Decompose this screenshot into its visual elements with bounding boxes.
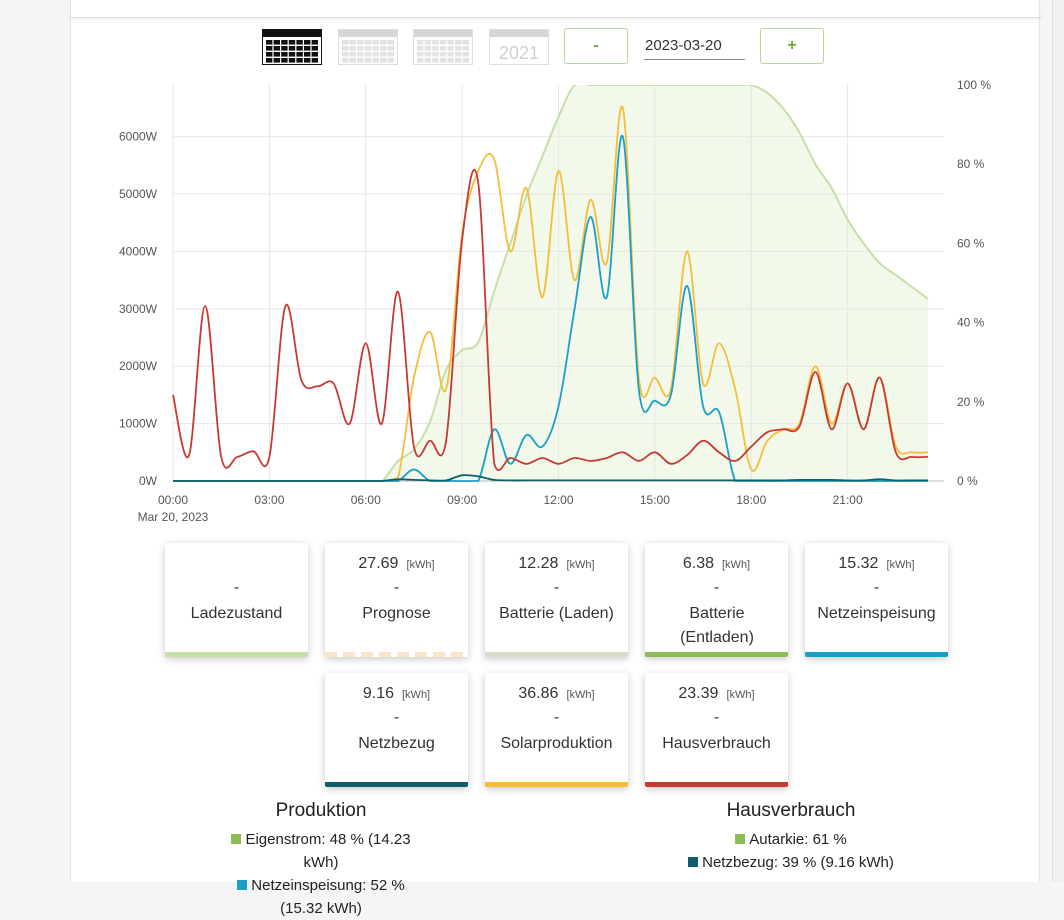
y2-tick-label: 100 % xyxy=(957,78,991,92)
next-day-button[interactable]: + xyxy=(760,28,824,64)
x-tick-label: 21:00 xyxy=(833,493,863,507)
tile-dash: - xyxy=(393,709,400,726)
tile-value: 23.39 [kWh] xyxy=(678,685,755,702)
production-row-feed: Netzeinspeisung: 52 % (15.32 kWh) xyxy=(221,874,421,920)
tile-value: 9.16 [kWh] xyxy=(362,685,431,702)
tile-netzbezug[interactable]: 9.16 [kWh] - Netzbezug xyxy=(325,673,468,787)
tile-dash: - xyxy=(553,579,560,596)
x-tick-label: 15:00 xyxy=(640,493,670,507)
series-line-house xyxy=(172,168,928,472)
x-tick-label: 00:00 xyxy=(158,493,188,507)
date-input[interactable] xyxy=(644,32,745,60)
y-axis-right: 0 % 20 % 40 % 60 % 80 % 100 % xyxy=(957,78,991,488)
series-line-soc xyxy=(173,85,929,481)
legend-square xyxy=(735,834,746,844)
x-tick-label: 03:00 xyxy=(254,493,284,507)
tile-color-bar xyxy=(485,782,628,787)
toolbar: 2021 - + xyxy=(71,28,1041,65)
tile-netzeinspeisung[interactable]: 15.32 [kWh] - Netzeinspeisung xyxy=(805,543,948,657)
soc-area-fill xyxy=(173,85,928,481)
tile-dash: - xyxy=(713,579,720,596)
y-axis-left: 0W 1000W 2000W 3000W 4000W 5000W 6000W xyxy=(119,130,158,488)
tile-label: Batterie (Laden) xyxy=(499,605,614,622)
series-line-grid_draw xyxy=(172,474,928,482)
consumption-row-autarky: Autarkie: 61 % xyxy=(661,828,921,851)
x-date-label: Mar 20, 2023 xyxy=(138,510,209,524)
tile-label: Netzeinspeisung xyxy=(817,605,936,622)
consumption-row-grid: Netzbezug: 39 % (9.16 kWh) xyxy=(661,851,921,874)
y-tick-label: 6000W xyxy=(119,130,158,144)
tile-color-bar xyxy=(485,652,628,657)
tile-value: 12.28 [kWh] xyxy=(518,555,595,572)
tile-dash: - xyxy=(393,579,400,596)
tile-value: 6.38 [kWh] xyxy=(682,555,751,572)
y-tick-label: 3000W xyxy=(119,302,158,316)
tile-label: Batterie (Entladen) xyxy=(680,605,754,646)
tile-label: Ladezustand xyxy=(190,605,283,622)
tile-color-bar xyxy=(165,652,308,657)
tile-label: Prognose xyxy=(362,605,431,622)
tile-dash: - xyxy=(713,709,720,726)
consumption-title: Hausverbrauch xyxy=(726,800,856,821)
top-card xyxy=(71,0,1041,18)
consumption-summary: Hausverbrauch Autarkie: 61 % Netzbezug: … xyxy=(661,800,921,874)
year-view-button[interactable]: 2021 xyxy=(488,28,549,65)
calendar-day-icon xyxy=(262,29,322,65)
production-summary: Produktion Eigenstrom: 48 % (14.23 kWh) … xyxy=(221,800,421,920)
tile-color-bar xyxy=(325,652,468,657)
y2-tick-label: 60 % xyxy=(957,236,985,250)
tile-hausverbrauch[interactable]: 23.39 [kWh] - Hausverbrauch xyxy=(645,673,788,787)
x-tick-label: 09:00 xyxy=(447,493,477,507)
tile-dash: - xyxy=(553,709,560,726)
y-tick-label: 4000W xyxy=(119,244,158,258)
production-title: Produktion xyxy=(275,800,367,821)
tile-value: 15.32 [kWh] xyxy=(838,555,915,572)
y-tick-label: 0W xyxy=(139,474,158,488)
tile-ladezustand[interactable]: - Ladezustand xyxy=(165,543,308,657)
tile-value xyxy=(165,555,308,573)
x-axis: 00:00 03:00 06:00 09:00 12:00 15:00 18:00 21:00… xyxy=(138,493,863,524)
content-panel: 2021 - + 0W 1000W 2000W 3000W 4000W 5000W 6000… xyxy=(70,0,1041,917)
y2-tick-label: 20 % xyxy=(957,395,985,409)
day-view-button[interactable] xyxy=(261,28,322,65)
tile-label: Solarproduktion xyxy=(500,735,613,752)
chart-series xyxy=(172,85,929,482)
x-tick-label: 18:00 xyxy=(736,493,766,507)
tile-color-bar xyxy=(805,652,948,657)
energy-chart: 0W 1000W 2000W 3000W 4000W 5000W 6000W 0 % 20 %… xyxy=(119,78,991,524)
calendar-week-icon xyxy=(338,29,398,65)
year-label: 2021 xyxy=(499,43,539,63)
tile-batterie-entladen[interactable]: 6.38 [kWh] - Batterie (Entladen) xyxy=(645,543,788,657)
tile-value: 27.69 [kWh] xyxy=(358,555,435,572)
previous-day-button[interactable]: - xyxy=(564,28,628,64)
x-tick-label: 06:00 xyxy=(351,493,381,507)
y-tick-label: 2000W xyxy=(119,359,158,373)
y2-tick-label: 0 % xyxy=(957,474,978,488)
tile-dash: - xyxy=(873,579,880,596)
calendar-month-icon xyxy=(413,29,473,65)
tile-color-bar xyxy=(645,782,788,787)
tile-dash: - xyxy=(233,579,240,596)
y-tick-label: 5000W xyxy=(119,187,158,201)
tile-label: Hausverbrauch xyxy=(662,735,771,752)
month-view-button[interactable] xyxy=(412,28,473,65)
legend-square xyxy=(231,834,242,844)
tile-color-bar xyxy=(645,652,788,657)
y2-tick-label: 40 % xyxy=(957,316,985,330)
production-row-own: Eigenstrom: 48 % (14.23 kWh) xyxy=(221,828,421,874)
tile-label: Netzbezug xyxy=(358,735,435,752)
tile-batterie-laden[interactable]: 12.28 [kWh] - Batterie (Laden) xyxy=(485,543,628,657)
y-tick-label: 1000W xyxy=(119,417,158,431)
tile-value: 36.86 [kWh] xyxy=(518,685,595,702)
tile-prognose[interactable]: 27.69 [kWh] - Prognose xyxy=(325,543,468,657)
y2-tick-label: 80 % xyxy=(957,157,985,171)
week-view-button[interactable] xyxy=(337,28,398,65)
x-tick-label: 12:00 xyxy=(543,493,573,507)
tile-solarproduktion[interactable]: 36.86 [kWh] - Solarproduktion xyxy=(485,673,628,787)
legend-square xyxy=(688,857,699,867)
calendar-year-icon: 2021 xyxy=(489,29,549,65)
tile-color-bar xyxy=(325,782,468,787)
page-scrollbar[interactable] xyxy=(1052,0,1064,882)
